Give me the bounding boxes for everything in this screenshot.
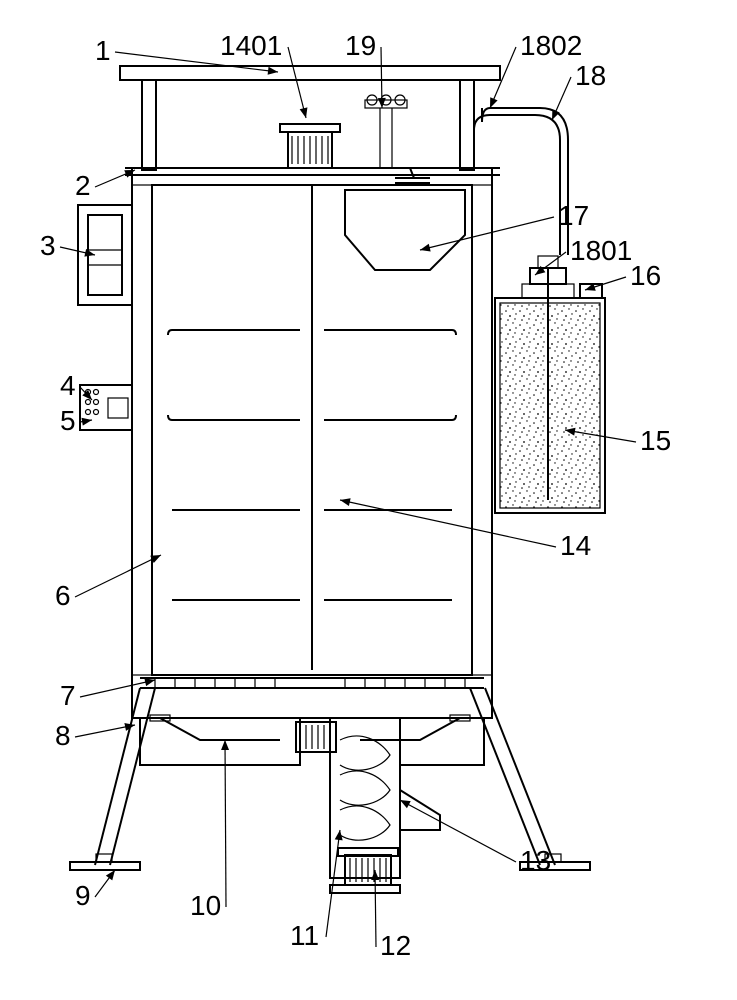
- callout-label-3: 3: [40, 230, 56, 261]
- callout-label-11: 11: [290, 920, 319, 951]
- leader-arrow: [106, 870, 115, 880]
- callout-label-10: 10: [190, 890, 221, 921]
- leader-arrow: [221, 740, 229, 750]
- leader-line: [288, 47, 306, 118]
- leader-arrow: [378, 98, 386, 108]
- callout-label-14: 14: [560, 530, 591, 561]
- leader-arrow: [400, 800, 411, 808]
- agitator-shaft: [168, 185, 456, 670]
- callout-label-1: 1: [95, 35, 111, 66]
- callout-label-2: 2: [75, 170, 91, 201]
- leader-arrow: [420, 244, 431, 252]
- callout-label-15: 15: [640, 425, 671, 456]
- leader-arrow: [371, 870, 379, 880]
- callout-label-5: 5: [60, 405, 76, 436]
- top-motor: [280, 124, 340, 168]
- callout-label-7: 7: [60, 680, 76, 711]
- callout-label-12: 12: [380, 930, 411, 961]
- callout-label-18: 18: [575, 60, 606, 91]
- callout-label-4: 4: [60, 370, 76, 401]
- leader-line: [326, 830, 340, 937]
- callout-label-16: 16: [630, 260, 661, 291]
- hopper: [345, 168, 465, 270]
- callout-label-13: 13: [520, 845, 551, 876]
- callout-label-9: 9: [75, 880, 91, 911]
- callout-label-17: 17: [558, 200, 589, 231]
- callout-label-1802: 1802: [520, 30, 582, 61]
- top-fitting-left: [365, 95, 407, 168]
- leader-line: [75, 555, 161, 597]
- callout-label-6: 6: [55, 580, 71, 611]
- callout-label-1401: 1401: [220, 30, 282, 61]
- leader-line: [375, 870, 376, 947]
- bottom-plate: [140, 678, 484, 688]
- bottom-motor: [330, 848, 400, 893]
- leader-arrow: [490, 97, 498, 108]
- leader-arrow: [335, 830, 343, 840]
- leader-arrow: [124, 170, 135, 178]
- mid-motor: [296, 722, 336, 752]
- callout-label-19: 19: [345, 30, 376, 61]
- leader-arrow: [268, 67, 278, 75]
- callout-label-8: 8: [55, 720, 71, 751]
- callout-label-1801: 1801: [570, 235, 632, 266]
- leader-line: [420, 217, 554, 250]
- leader-arrow: [81, 418, 92, 426]
- side-tank: [495, 256, 605, 513]
- leader-arrow: [144, 678, 155, 686]
- leader-arrow: [340, 498, 351, 506]
- leader-arrow: [300, 107, 308, 118]
